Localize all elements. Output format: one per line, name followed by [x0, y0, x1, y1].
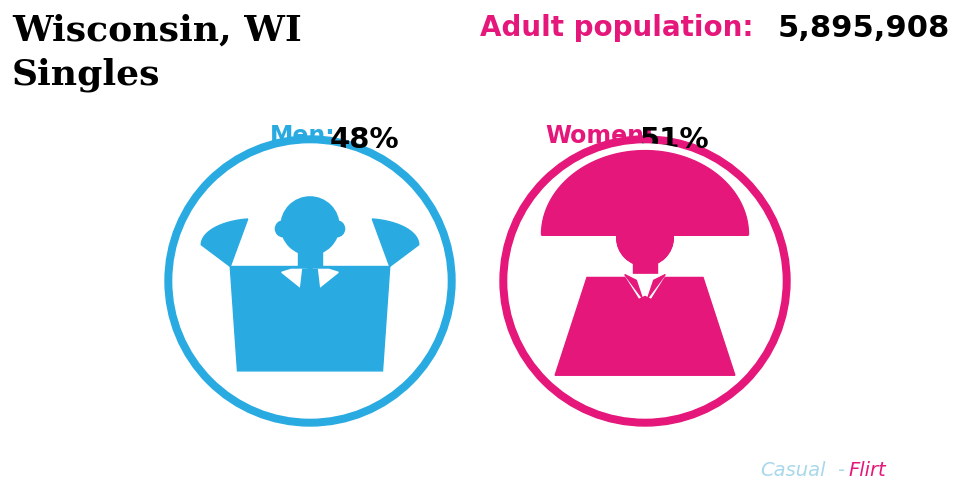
Text: Casual: Casual [760, 460, 826, 479]
Text: -: - [838, 460, 845, 479]
Text: Men:: Men: [270, 124, 336, 148]
Polygon shape [298, 251, 323, 270]
Polygon shape [230, 267, 390, 371]
Polygon shape [625, 275, 642, 298]
Circle shape [616, 210, 673, 266]
Text: Flirt: Flirt [848, 460, 886, 479]
Polygon shape [281, 270, 307, 293]
Circle shape [276, 221, 292, 237]
Polygon shape [313, 270, 338, 293]
Circle shape [328, 221, 345, 237]
Polygon shape [555, 278, 735, 376]
Circle shape [500, 137, 790, 426]
Polygon shape [625, 275, 665, 298]
Text: 51%: 51% [640, 126, 709, 154]
Circle shape [165, 137, 455, 426]
Polygon shape [202, 219, 248, 267]
Text: Singles: Singles [12, 57, 160, 91]
Circle shape [281, 197, 339, 256]
Polygon shape [634, 264, 657, 281]
Circle shape [508, 145, 782, 418]
Text: 5,895,908: 5,895,908 [778, 14, 950, 43]
Polygon shape [372, 219, 419, 267]
Polygon shape [299, 270, 322, 308]
Polygon shape [648, 275, 665, 298]
Circle shape [173, 145, 447, 418]
Text: Adult population:: Adult population: [480, 14, 754, 42]
Text: Wisconsin, WI: Wisconsin, WI [12, 14, 301, 48]
Text: 48%: 48% [330, 126, 399, 154]
Text: Women:: Women: [545, 124, 654, 148]
Polygon shape [541, 151, 749, 235]
Circle shape [616, 210, 673, 266]
